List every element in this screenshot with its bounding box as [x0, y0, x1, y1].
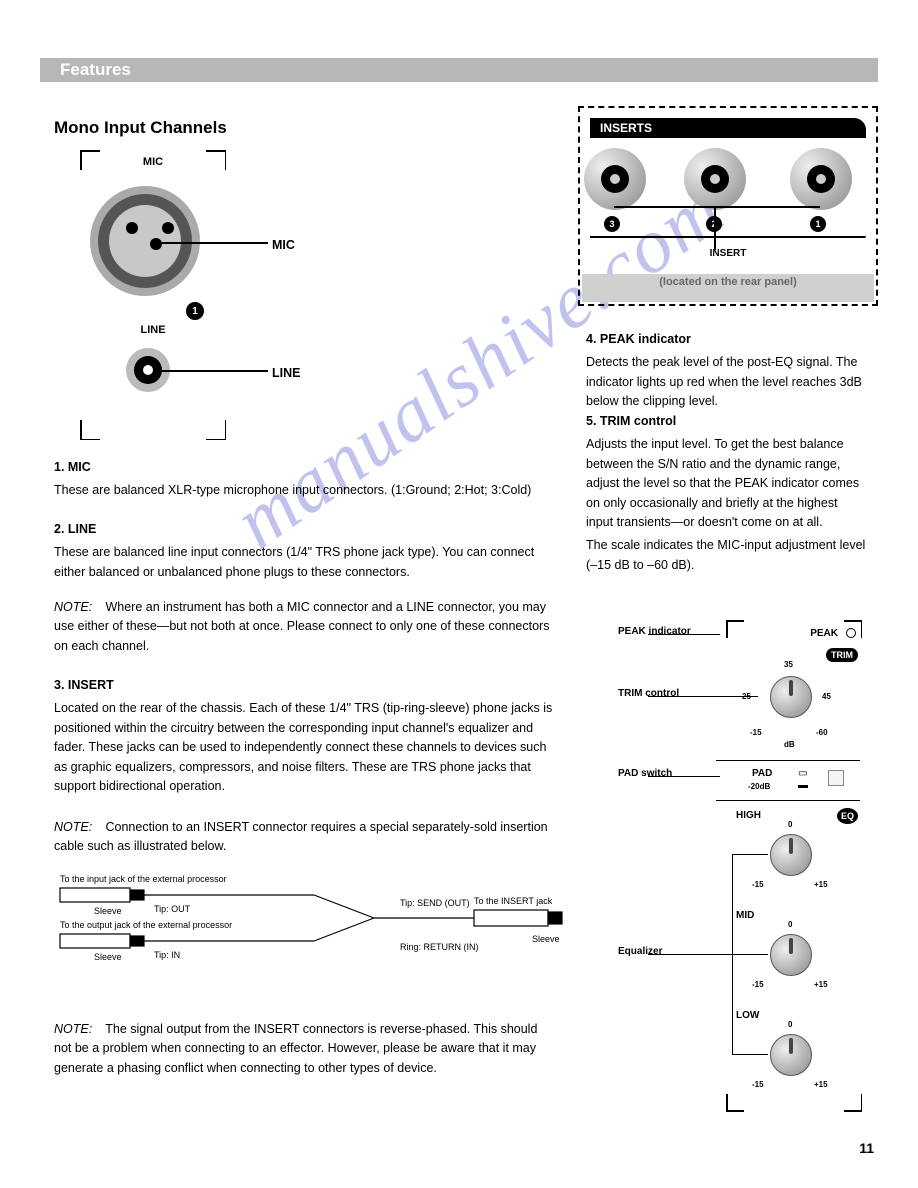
page-number: 11 — [859, 1140, 874, 1156]
peak-label: PEAK — [810, 628, 838, 639]
inserts-num-3: 3 — [604, 216, 620, 232]
callout-mic: MIC — [272, 236, 295, 255]
mid-knob — [770, 934, 812, 976]
page-title: Features — [60, 60, 131, 80]
body-cable-note: The signal output from the INSERT connec… — [54, 1022, 537, 1075]
callout-peak: PEAK indicator — [618, 626, 691, 637]
mid-label: MID — [736, 910, 754, 921]
heading-line: 2. LINE — [54, 520, 554, 539]
cable-label-ins: To the INSERT jack — [474, 896, 553, 906]
low-knob — [770, 1034, 812, 1076]
svg-text:Sleeve: Sleeve — [94, 906, 122, 916]
body-peak: Detects the peak level of the post-EQ si… — [586, 353, 866, 411]
high-label: HIGH — [736, 810, 761, 821]
svg-text:Sleeve: Sleeve — [94, 952, 122, 962]
header-bar — [40, 58, 878, 82]
body-trim: Adjusts the input level. To get the best… — [586, 435, 866, 532]
inserts-panel: INSERTS 3 2 1 INSERT (located on the rea… — [578, 106, 878, 306]
inserts-num-1: 1 — [810, 216, 826, 232]
mic-label: MIC — [68, 156, 238, 168]
peak-led — [846, 628, 856, 638]
note-label-3: NOTE: — [54, 1020, 102, 1039]
svg-text:Ring: RETURN (IN): Ring: RETURN (IN) — [400, 942, 479, 952]
pad-label: PAD — [752, 768, 772, 779]
low-label: LOW — [736, 1010, 759, 1021]
mic-line-diagram: MIC 1 LINE — [68, 150, 238, 440]
inserts-callout: INSERT — [580, 248, 876, 259]
heading-mic: 1. MIC — [54, 458, 554, 477]
body-insert1: Located on the rear of the chassis. Each… — [54, 699, 554, 796]
svg-text:Tip: OUT: Tip: OUT — [154, 904, 191, 914]
inserts-location: (located on the rear panel) — [590, 276, 866, 288]
svg-text:Tip: SEND (OUT): Tip: SEND (OUT) — [400, 898, 470, 908]
channel-badge: 1 — [186, 302, 204, 320]
svg-text:Tip: IN: Tip: IN — [154, 950, 180, 960]
eq-pill: EQ — [837, 808, 858, 824]
inserts-band-label: INSERTS — [590, 118, 866, 138]
body-trim2: The scale indicates the MIC-input adjust… — [586, 536, 866, 575]
trim-knob — [770, 676, 812, 718]
channel-strip: PEAK TRIM 35 25 45 -15 -60 dB PAD -20dB … — [712, 620, 862, 1140]
pad-switch — [828, 770, 844, 786]
section-title: Mono Input Channels — [54, 118, 424, 138]
cable-label-ret: To the output jack of the external proce… — [60, 920, 232, 930]
callout-trim: TRIM control — [618, 688, 679, 699]
note-label-2: NOTE: — [54, 818, 102, 837]
svg-text:Sleeve: Sleeve — [532, 934, 560, 944]
body-note1: Where an instrument has both a MIC conne… — [54, 600, 549, 653]
heading-trim: 5. TRIM control — [586, 412, 866, 431]
heading-peak: 4. PEAK indicator — [586, 330, 866, 349]
callout-eq: Equalizer — [618, 946, 662, 957]
note-label: NOTE: — [54, 598, 102, 617]
heading-insert: 3. INSERT — [54, 676, 554, 695]
body-mic: These are balanced XLR-type microphone i… — [54, 481, 554, 500]
callout-pad: PAD switch — [618, 768, 672, 779]
cable-diagram: To the input jack of the external proces… — [54, 870, 574, 1010]
body-line: These are balanced line input connectors… — [54, 543, 554, 582]
callout-line: LINE — [272, 364, 300, 383]
body-insert-note: Connection to an INSERT connector requir… — [54, 820, 548, 853]
cable-label-out: To the input jack of the external proces… — [60, 874, 227, 884]
line-label: LINE — [68, 324, 238, 336]
trim-pill: TRIM — [826, 648, 858, 662]
high-knob — [770, 834, 812, 876]
